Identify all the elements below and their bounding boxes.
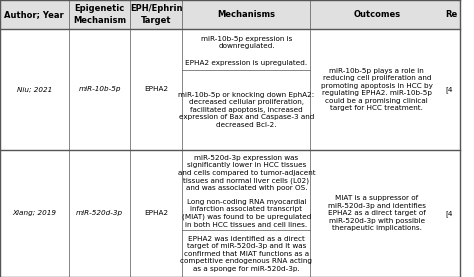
Text: miR-10b-5p: miR-10b-5p	[78, 86, 121, 92]
Text: Outcomes: Outcomes	[353, 10, 401, 19]
Text: miR-10b-5p expression is
downregulated.: miR-10b-5p expression is downregulated.	[201, 35, 292, 49]
Bar	[0, 0, 460, 29]
Text: Xiang; 2019: Xiang; 2019	[12, 210, 56, 216]
Text: miR-520d-3p expression was
significantly lower in HCC tissues
and cells compared: miR-520d-3p expression was significantly…	[178, 155, 315, 191]
Text: miR-10b-5p plays a role in
reducing cell proliferation and
promoting apoptosis i: miR-10b-5p plays a role in reducing cell…	[321, 68, 433, 111]
Text: Mechanisms: Mechanisms	[218, 10, 275, 19]
Text: Epigenetic
Mechanism: Epigenetic Mechanism	[73, 4, 126, 25]
Text: Author; Year: Author; Year	[4, 10, 64, 19]
Text: miR-10b-5p or knocking down EphA2:
decreased cellular proliferation,
facilitated: miR-10b-5p or knocking down EphA2: decre…	[178, 92, 315, 128]
Text: EPHA2: EPHA2	[145, 86, 168, 92]
Text: Re: Re	[446, 10, 457, 19]
Text: EPH/Ephrin
Target: EPH/Ephrin Target	[130, 4, 182, 25]
Text: [4: [4	[446, 86, 453, 93]
Text: Long non-coding RNA myocardial
infarction associated transcript
(MIAT) was found: Long non-coding RNA myocardial infarctio…	[182, 199, 311, 228]
Text: EPHA2 was identified as a direct
target of miR-520d-3p and it was
confirmed that: EPHA2 was identified as a direct target …	[181, 236, 312, 272]
Text: EPHA2 expression is upregulated.: EPHA2 expression is upregulated.	[185, 60, 308, 66]
Text: miR-520d-3p: miR-520d-3p	[76, 210, 123, 216]
Text: EPHA2: EPHA2	[145, 210, 168, 216]
Text: MIAT is a suppressor of
miR-520d-3p and identifies
EPHA2 as a direct target of
m: MIAT is a suppressor of miR-520d-3p and …	[328, 195, 426, 231]
Text: Niu; 2021: Niu; 2021	[17, 86, 52, 92]
Text: [4: [4	[446, 210, 453, 217]
